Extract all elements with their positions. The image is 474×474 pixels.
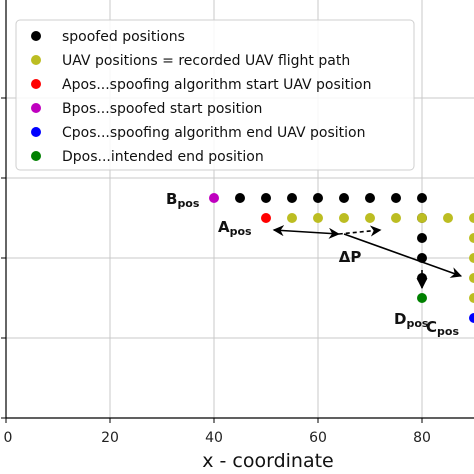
x-tick-label: 0 (4, 430, 13, 446)
point-series-1 (469, 293, 474, 303)
legend-entry: UAV positions = recorded UAV flight path (62, 53, 350, 69)
point-series-4 (469, 313, 474, 323)
data-points (209, 193, 474, 323)
legend-entry: Bpos...spoofed start position (62, 101, 262, 117)
arrow (272, 225, 340, 239)
point-series-1 (313, 213, 323, 223)
legend-marker (31, 127, 41, 137)
legend-marker (31, 31, 41, 41)
x-tick-label: 20 (101, 430, 119, 446)
point-series-1 (417, 213, 427, 223)
point-series-1 (469, 233, 474, 243)
legend-marker (31, 151, 41, 161)
point-series-1 (391, 213, 401, 223)
point-series-1 (339, 213, 349, 223)
point-series-0 (339, 193, 349, 203)
annotation-label: Dpos (394, 310, 429, 330)
point-series-1 (365, 213, 375, 223)
axes (1, 0, 474, 423)
x-axis-label: x - coordinate (202, 450, 334, 472)
annotation-label: ΔP (339, 248, 362, 266)
point-series-0 (417, 193, 427, 203)
x-tick-label: 60 (309, 430, 327, 446)
tick-labels: 0 20 40 60 80 (4, 430, 431, 446)
point-series-0 (261, 193, 271, 203)
legend-marker (31, 55, 41, 65)
legend-entry: spoofed positions (62, 29, 185, 45)
legend-entry: Cpos...spoofing algorithm end UAV positi… (62, 125, 365, 141)
point-series-0 (417, 273, 427, 283)
annotation-label: Apos (218, 218, 252, 238)
arrow (343, 233, 463, 278)
point-series-0 (287, 193, 297, 203)
legend: spoofed positions UAV positions = recorde… (15, 19, 415, 171)
x-tick-label: 80 (413, 430, 431, 446)
point-series-0 (365, 193, 375, 203)
point-series-0 (391, 193, 401, 203)
point-series-3 (209, 193, 219, 203)
point-series-1 (469, 253, 474, 263)
legend-box (15, 19, 415, 171)
point-series-0 (313, 193, 323, 203)
point-series-2 (261, 213, 271, 223)
point-series-1 (469, 213, 474, 223)
annotation-label: Cpos (426, 318, 459, 338)
x-tick-label: 40 (205, 430, 223, 446)
point-series-1 (443, 213, 453, 223)
annotation-label: Bpos (166, 190, 200, 210)
legend-marker (31, 103, 41, 113)
point-series-0 (417, 253, 427, 263)
legend-marker (31, 79, 41, 89)
point-series-1 (469, 273, 474, 283)
point-series-5 (417, 293, 427, 303)
legend-entry: Apos...spoofing algorithm start UAV posi… (62, 77, 372, 93)
legend-entry: Dpos...intended end position (62, 149, 264, 165)
point-series-0 (235, 193, 245, 203)
point-series-1 (287, 213, 297, 223)
point-series-0 (417, 233, 427, 243)
